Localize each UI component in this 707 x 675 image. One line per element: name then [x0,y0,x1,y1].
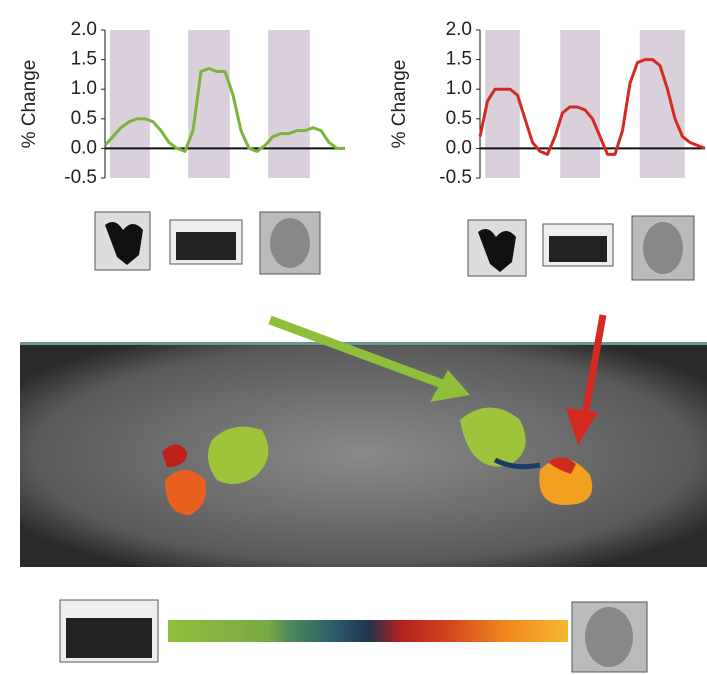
page: 2.0 1.5 1.0 0.5 0.0 -0.5 % Change 2.0 1.5 1.0 0.5 0… [0,0,707,675]
y-tick-label: 2.0 [71,19,97,40]
y-axis-label: % Change [389,60,410,149]
color-bar [60,600,647,672]
y-axis-label: % Change [19,60,40,149]
y-tick-label: -0.5 [64,167,97,188]
chart-panel: 2.0 1.5 1.0 0.5 0.0 -0.5 % Change [389,19,705,188]
y-tick-label: 0.0 [446,137,472,158]
y-tick-label: 1.0 [446,78,472,99]
stimulus-block [560,30,600,178]
y-tick-label: 1.5 [71,49,97,70]
chart-panel: 2.0 1.5 1.0 0.5 0.0 -0.5 % Change [19,19,345,188]
stimulus-block [640,30,685,178]
y-tick-label: -0.5 [439,167,472,188]
stimulus-icons [95,212,694,280]
brain-scan [20,342,707,567]
y-tick-label: 0.5 [71,108,97,129]
stimulus-block [188,30,230,178]
stimulus-block [485,30,520,178]
y-tick-label: 0.5 [446,108,472,129]
y-tick-label: 2.0 [446,19,472,40]
figure: 2.0 1.5 1.0 0.5 0.0 -0.5 % Change 2.0 1.5 1.0 0.5 0… [0,0,707,675]
stimulus-block [110,30,150,178]
stimulus-block [268,30,310,178]
y-tick-label: 1.0 [71,78,97,99]
y-tick-label: 1.5 [446,49,472,70]
y-tick-label: 0.0 [71,137,97,158]
